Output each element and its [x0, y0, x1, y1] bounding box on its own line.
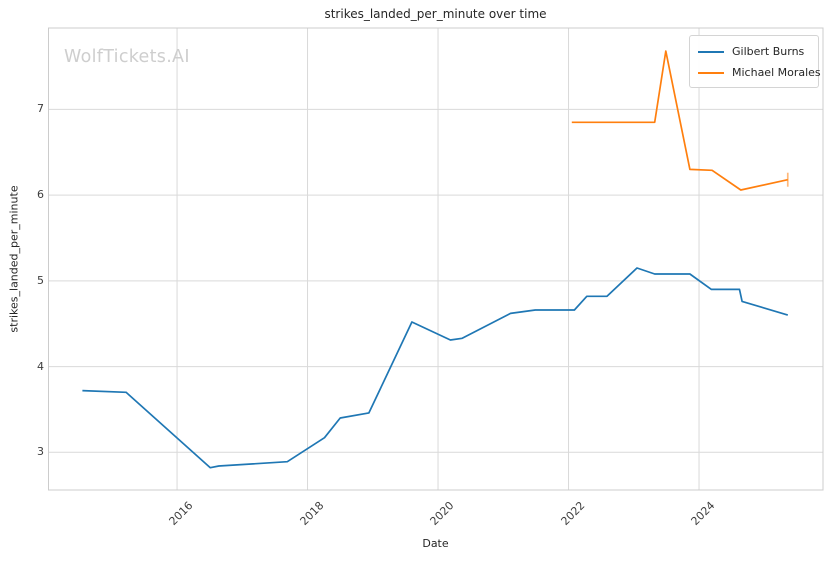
- watermark: WolfTickets.AI: [64, 47, 190, 67]
- chart-title: strikes_landed_per_minute over time: [324, 7, 547, 21]
- legend-line-swatch: [698, 50, 724, 53]
- legend-label: Gilbert Burns: [732, 45, 805, 58]
- plot-border: [48, 27, 824, 491]
- y-tick-label: 6: [37, 188, 44, 202]
- legend-line-swatch: [698, 71, 724, 74]
- y-tick-label: 4: [37, 359, 44, 373]
- y-tick-label: 7: [37, 102, 44, 116]
- series-line-michael-morales: [571, 50, 788, 191]
- y-tick-label: 3: [37, 445, 44, 459]
- y-tick-label: 5: [37, 273, 44, 287]
- y-axis-label: strikes_landed_per_minute: [7, 185, 21, 333]
- legend-label: Michael Morales: [732, 66, 821, 79]
- x-axis-label: Date: [422, 537, 449, 550]
- legend-item-michael-morales: Michael Morales: [690, 62, 821, 83]
- legend-item-gilbert-burns: Gilbert Burns: [690, 41, 818, 62]
- series-line-gilbert-burns: [82, 267, 789, 469]
- legend: Gilbert Burns Michael Morales: [689, 35, 821, 88]
